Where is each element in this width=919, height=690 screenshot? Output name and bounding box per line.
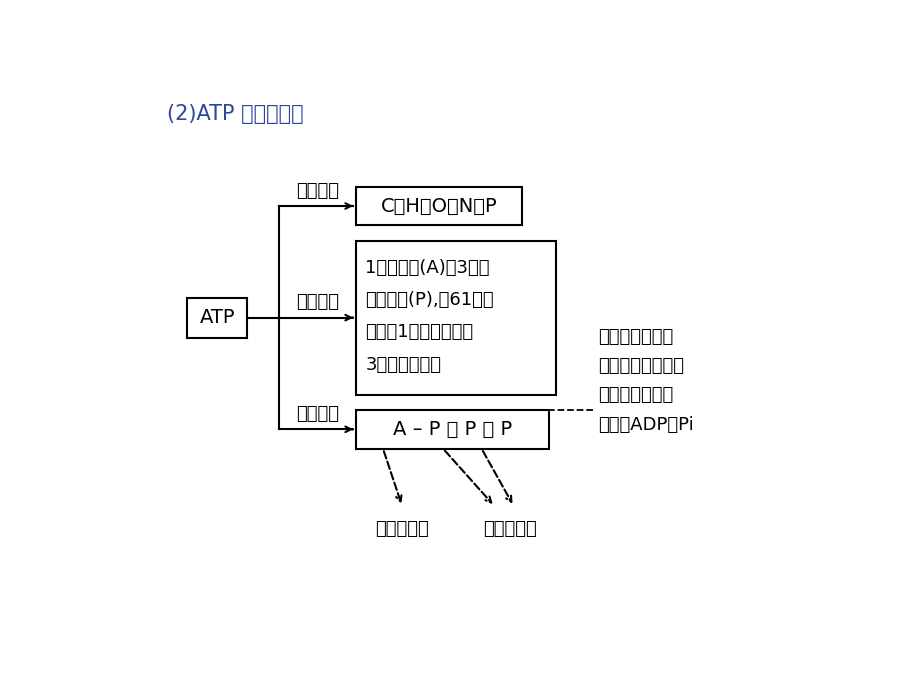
Text: 高能磷酸键: 高能磷酸键 <box>482 520 537 538</box>
Text: 磷酸基团(P),或61分子: 磷酸基团(P),或61分子 <box>365 291 494 309</box>
Text: 1分子腺苷(A)和3分子: 1分子腺苷(A)和3分子 <box>365 259 489 277</box>
Text: 普通磷酸键: 普通磷酸键 <box>375 520 428 538</box>
Text: (2)ATP 的分子结构: (2)ATP 的分子结构 <box>167 104 303 124</box>
Text: 化学组成: 化学组成 <box>296 293 338 311</box>
Text: 磷酸键首先断裂，: 磷酸键首先断裂， <box>598 357 684 375</box>
Text: 时生成ADP和Pi: 时生成ADP和Pi <box>598 415 694 434</box>
Text: 核糖、1分子腺噸唠和: 核糖、1分子腺噸唠和 <box>365 324 473 342</box>
Text: 释放出能量，同: 释放出能量，同 <box>598 386 673 404</box>
Bar <box>187 297 247 337</box>
Text: ATP: ATP <box>199 308 235 327</box>
Text: A – P ～ P ～ P: A – P ～ P ～ P <box>392 420 511 439</box>
Bar <box>356 410 548 448</box>
Text: 3分子磷酸基团: 3分子磷酸基团 <box>365 355 441 373</box>
Bar <box>356 187 521 225</box>
Text: C、H、O、N、P: C、H、O、N、P <box>380 197 496 215</box>
Text: 结构简式: 结构简式 <box>296 405 338 423</box>
Bar <box>356 241 556 395</box>
Text: 水解时，该高能: 水解时，该高能 <box>598 328 673 346</box>
Text: 元素组成: 元素组成 <box>296 182 338 200</box>
